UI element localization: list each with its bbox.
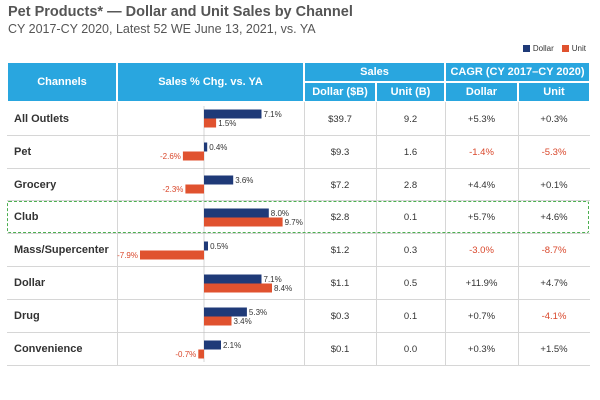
header-cagr-dollar: Dollar xyxy=(445,82,518,102)
bar-label-dollar: 0.5% xyxy=(210,242,228,251)
bar-label-dollar: 7.1% xyxy=(264,275,282,284)
row-label-dollar: Dollar xyxy=(14,277,46,289)
bar-label-unit: 3.4% xyxy=(234,317,252,326)
cagr-dollar-value: +5.7% xyxy=(467,212,496,223)
cagr-unit-value: +1.5% xyxy=(540,344,568,355)
club-highlight-box xyxy=(7,201,589,233)
sales-unit-value: 0.3 xyxy=(403,245,418,256)
row-divider xyxy=(7,135,590,136)
bar-unit xyxy=(204,316,232,326)
bar-label-unit: -7.9% xyxy=(117,251,138,260)
cagr-dollar-value: +0.3% xyxy=(467,344,496,355)
header-channels: Channels xyxy=(7,62,117,102)
cagr-unit-value: +4.6% xyxy=(540,212,568,223)
bar-label-dollar: 5.3% xyxy=(249,308,267,317)
sales-dollar-value: $1.2 xyxy=(330,245,350,256)
bar-label-dollar: 0.4% xyxy=(209,143,227,152)
bar-label-unit: 9.7% xyxy=(285,218,303,227)
sales-unit-value: 0.1 xyxy=(403,212,418,223)
sales-dollar-value: $2.8 xyxy=(330,212,350,223)
cagr-unit-value: +0.3% xyxy=(540,114,568,125)
bar-unit xyxy=(204,217,283,227)
bar-label-unit: -2.6% xyxy=(160,152,181,161)
sales-dollar-value: $39.7 xyxy=(328,114,352,125)
bar-label-unit: -2.3% xyxy=(162,185,183,194)
bar-dollar xyxy=(204,175,234,185)
sales-unit-value: 0.5 xyxy=(403,278,418,289)
bar-label-dollar: 8.0% xyxy=(271,209,289,218)
row-divider xyxy=(7,200,590,201)
cagr-unit-value: -8.7% xyxy=(541,245,567,256)
cagr-dollar-value: +11.9% xyxy=(465,278,498,289)
chart-subtitle: CY 2017-CY 2020, Latest 52 WE June 13, 2… xyxy=(8,22,316,36)
bar-label-dollar: 7.1% xyxy=(264,110,282,119)
bar-label-unit: 8.4% xyxy=(274,284,292,293)
row-divider xyxy=(7,266,590,267)
bar-unit xyxy=(140,250,204,260)
header-sales: Sales xyxy=(304,62,445,82)
bar-unit xyxy=(182,151,204,161)
cagr-dollar-value: +5.3% xyxy=(467,114,496,125)
row-divider xyxy=(7,168,590,169)
header-cagr-unit: Unit xyxy=(518,82,590,102)
bar-unit xyxy=(185,184,204,194)
bar-label-dollar: 2.1% xyxy=(223,341,241,350)
sales-unit-value: 9.2 xyxy=(403,114,418,125)
bar-unit xyxy=(204,283,272,293)
bar-label-unit: -0.7% xyxy=(175,350,196,359)
cagr-unit-value: -5.3% xyxy=(541,147,567,158)
legend: Dollar Unit xyxy=(515,44,586,53)
row-label-drug: Drug xyxy=(14,310,40,322)
cagr-unit-value: -4.1% xyxy=(541,311,567,322)
row-label-grocery: Grocery xyxy=(14,179,57,191)
bar-dollar xyxy=(204,142,208,152)
cagr-unit-value: +4.7% xyxy=(540,278,568,289)
bar-unit xyxy=(204,118,217,128)
bar-dollar xyxy=(204,340,221,350)
sales-unit-value: 0.1 xyxy=(403,311,418,322)
cagr-dollar-value: -3.0% xyxy=(469,245,494,256)
sales-dollar-value: $9.3 xyxy=(330,147,350,158)
legend-swatch-unit xyxy=(561,45,569,52)
sales-unit-value: 0.0 xyxy=(403,344,418,355)
sales-dollar-value: $1.1 xyxy=(330,278,350,289)
sales-unit-value: 1.6 xyxy=(403,147,418,158)
row-label-all-outlets: All Outlets xyxy=(14,113,70,125)
bar-dollar xyxy=(204,241,208,251)
sales-dollar-value: $0.1 xyxy=(330,344,350,355)
cagr-dollar-value: -1.4% xyxy=(469,147,494,158)
row-label-convenience: Convenience xyxy=(14,343,83,355)
bar-label-dollar: 3.6% xyxy=(235,176,253,185)
legend-label-dollar: Dollar xyxy=(532,44,554,53)
header-sales-chg: Sales % Chg. vs. YA xyxy=(117,62,304,102)
cagr-dollar-value: +4.4% xyxy=(467,180,496,191)
bar-dollar xyxy=(204,274,262,284)
bar-unit xyxy=(198,349,204,359)
chart-title: Pet Products* — Dollar and Unit Sales by… xyxy=(8,4,353,20)
sales-dollar-value: $7.2 xyxy=(330,180,350,191)
sales-dollar-value: $0.3 xyxy=(330,311,350,322)
row-label-club: Club xyxy=(14,211,39,223)
bar-dollar xyxy=(204,109,262,119)
header-sales-dollar: Dollar ($B) xyxy=(304,82,376,102)
row-label-pet: Pet xyxy=(14,146,32,158)
bar-dollar xyxy=(204,208,269,218)
cagr-dollar-value: +0.7% xyxy=(467,311,496,322)
row-divider xyxy=(7,299,590,300)
row-divider xyxy=(7,233,590,234)
legend-label-unit: Unit xyxy=(571,44,586,53)
header-sales-unit: Unit (B) xyxy=(376,82,445,102)
sales-unit-value: 2.8 xyxy=(403,180,418,191)
cagr-unit-value: +0.1% xyxy=(540,180,568,191)
bar-dollar xyxy=(204,307,247,317)
legend-swatch-dollar xyxy=(522,45,530,52)
header-cagr: CAGR (CY 2017–CY 2020) xyxy=(445,62,590,82)
bar-label-unit: 1.5% xyxy=(218,119,236,128)
row-divider xyxy=(7,332,590,333)
row-label-mass-supercenter: Mass/Supercenter xyxy=(14,244,109,256)
row-divider xyxy=(7,365,590,366)
